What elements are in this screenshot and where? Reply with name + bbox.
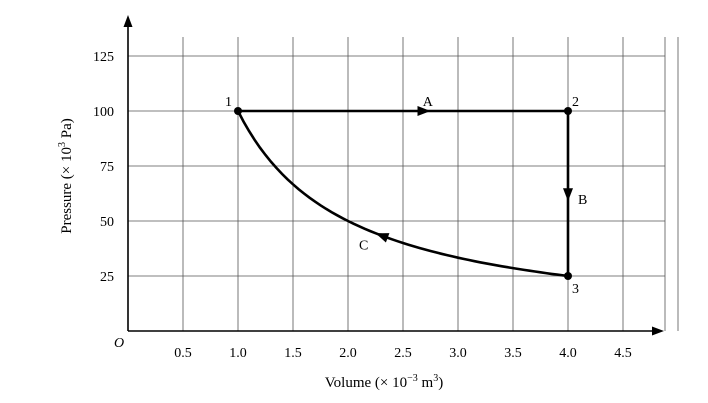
x-tick-label: 2.0 — [339, 346, 357, 361]
y-axis-arrowhead — [123, 15, 133, 27]
process-a-arrow — [417, 106, 431, 116]
x-tick-label: 1.5 — [284, 346, 302, 361]
axes — [123, 15, 664, 336]
process-b-label: B — [578, 193, 587, 208]
process-c-arrow — [375, 233, 390, 243]
y-tick-label: 125 — [93, 50, 114, 65]
y-tick-label: 25 — [100, 270, 114, 285]
state-point-2 — [564, 107, 572, 115]
process-paths: A B C — [236, 95, 587, 278]
y-tick-label: 50 — [100, 215, 114, 230]
origin-label: O — [114, 336, 124, 351]
state-point-3 — [564, 272, 572, 280]
x-axis-arrowhead — [652, 326, 664, 336]
y-tick-label: 100 — [93, 105, 114, 120]
x-tick-label: 4.0 — [559, 346, 577, 361]
grid — [128, 37, 679, 331]
tick-labels: 0.5 1.0 1.5 2.0 2.5 3.0 3.5 4.0 4.5 25 50 75 100 125 — [93, 50, 632, 361]
x-tick-label: 4.5 — [614, 346, 632, 361]
state-points: 1 2 3 — [225, 95, 579, 297]
state-point-label-1: 1 — [225, 95, 232, 110]
process-c-curve — [236, 110, 569, 278]
x-tick-label: 3.0 — [449, 346, 467, 361]
y-tick-label: 75 — [100, 160, 114, 175]
state-point-label-3: 3 — [572, 282, 579, 297]
y-axis-title: Pressure (× 103 Pa) — [57, 118, 75, 234]
process-a-label: A — [423, 95, 434, 110]
process-b-arrow — [563, 188, 573, 202]
x-tick-label: 1.0 — [229, 346, 247, 361]
state-point-label-2: 2 — [572, 95, 579, 110]
x-tick-label: 3.5 — [504, 346, 522, 361]
x-tick-label: 2.5 — [394, 346, 412, 361]
state-point-1 — [234, 107, 242, 115]
process-c-label: C — [359, 238, 368, 253]
x-tick-label: 0.5 — [174, 346, 192, 361]
x-axis-title: Volume (× 10−3 m3) — [325, 373, 443, 391]
